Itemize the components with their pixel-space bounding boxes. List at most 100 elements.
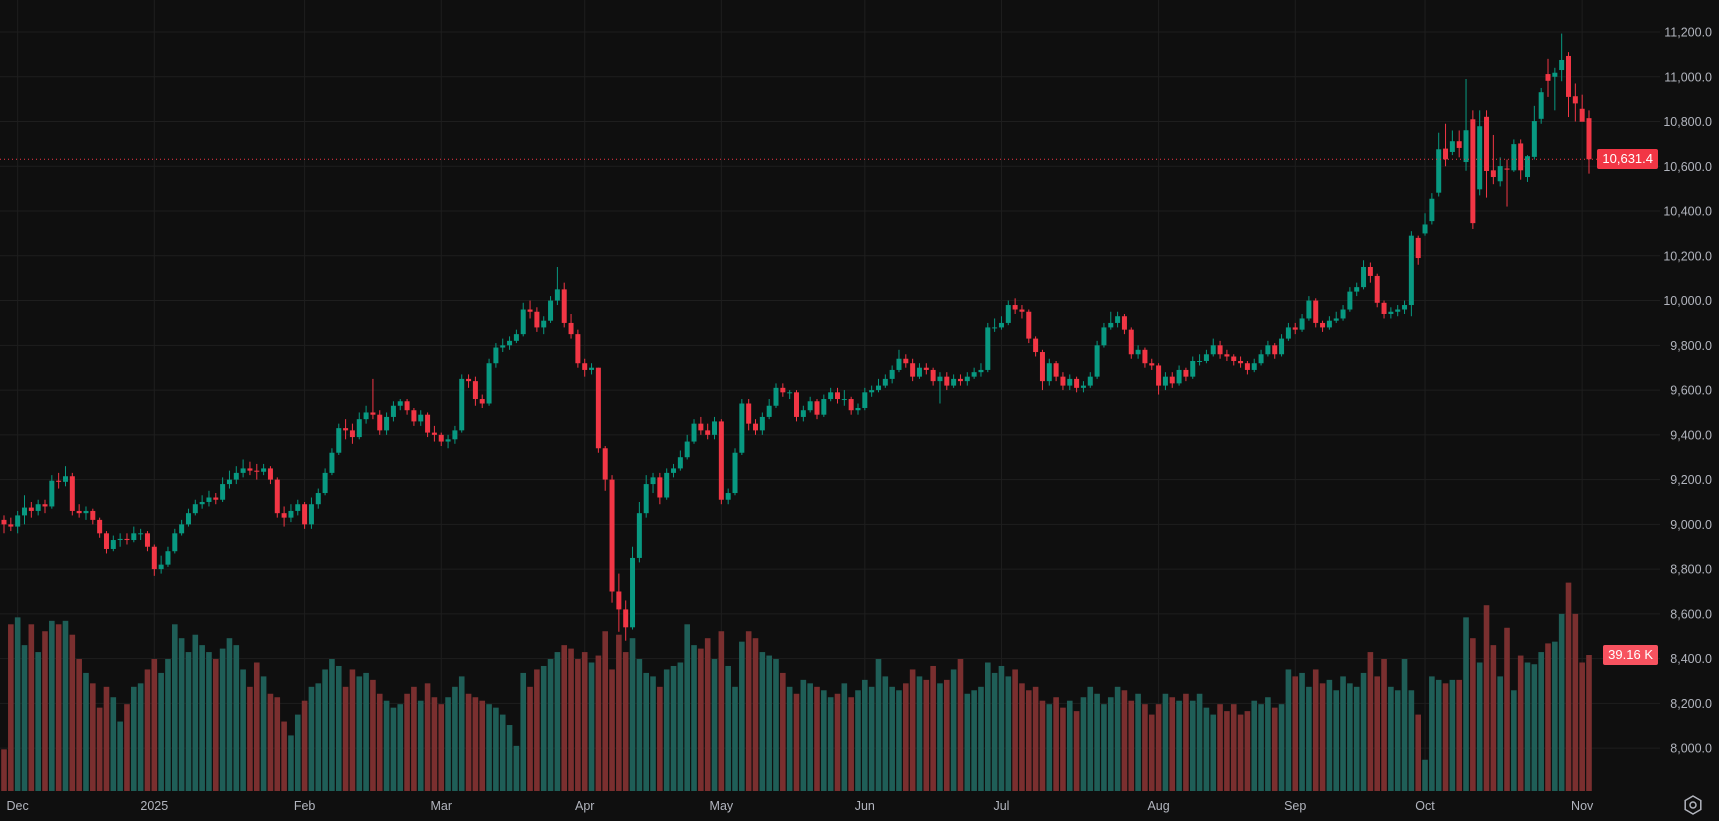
candle-body — [69, 476, 75, 511]
volume-bar — [752, 638, 759, 791]
candle-body — [916, 367, 922, 377]
volume-bar — [622, 652, 629, 791]
candle-body — [397, 401, 403, 406]
volume-bar — [1135, 693, 1141, 791]
volume-bar — [506, 725, 513, 791]
volume-bar — [1025, 690, 1032, 791]
volume-bar — [1155, 704, 1162, 791]
candle-body — [848, 399, 854, 411]
candle-body — [302, 504, 308, 525]
candle-body — [1525, 156, 1531, 178]
candle-body — [971, 372, 977, 377]
volume-bar — [458, 676, 465, 791]
volume-bar — [493, 707, 499, 791]
volume-bar — [1196, 693, 1203, 791]
volume-bar — [677, 662, 684, 791]
volume-bar — [1148, 714, 1155, 791]
volume-bar — [1237, 714, 1244, 791]
candles — [1, 33, 1592, 641]
volume-bar — [226, 638, 233, 791]
candle-body — [1415, 237, 1421, 259]
candle-body — [35, 504, 41, 511]
volume-bar — [1367, 652, 1374, 791]
volume-bar — [206, 652, 212, 791]
candle-body — [28, 507, 34, 511]
volume-bar — [1019, 683, 1025, 791]
candle-body — [561, 289, 567, 323]
candle-body — [889, 369, 895, 379]
volume-bar — [253, 662, 260, 791]
candle-body — [21, 507, 27, 516]
volume-bar — [62, 620, 69, 791]
volume-bar — [718, 631, 725, 791]
price-tick-label: 9,600.0 — [1670, 384, 1712, 398]
volume-bar — [486, 704, 492, 791]
volume-bar — [1517, 655, 1524, 791]
candle-body — [1067, 378, 1073, 386]
volume-bar — [1531, 664, 1538, 791]
time-axis[interactable]: Dec 2025 Feb Mar Apr May Jun Jul Aug Sep Oct Nov — [7, 799, 1594, 813]
candle-body — [165, 551, 171, 565]
candle-body — [910, 363, 916, 377]
volume-bar — [137, 683, 144, 791]
candle-body — [1347, 291, 1353, 310]
candle-body — [513, 334, 519, 341]
volume-bar — [1121, 690, 1128, 791]
volume-bar — [1265, 697, 1271, 791]
candle-body — [753, 423, 759, 431]
candle-body — [944, 376, 950, 386]
candle-body — [1265, 345, 1271, 355]
volume-bar — [540, 665, 547, 791]
candle-body — [131, 533, 137, 541]
candle-body — [712, 421, 718, 435]
volume-bar — [1565, 582, 1572, 791]
volume-bar — [1306, 686, 1312, 791]
candle-body — [466, 378, 472, 382]
volume-bar — [1244, 711, 1251, 791]
candle-body — [800, 410, 806, 417]
volume-bar — [629, 638, 636, 791]
candle-body — [664, 472, 670, 498]
candle-body — [1217, 345, 1223, 355]
candle-body — [315, 493, 321, 505]
volume-bar — [417, 700, 424, 791]
volume-bar — [1169, 697, 1176, 791]
candle-body — [1559, 59, 1565, 71]
candle-body — [1183, 369, 1189, 377]
candle-body — [1142, 349, 1148, 364]
volume-bar — [499, 714, 506, 791]
candle-body — [356, 419, 362, 438]
candle-body — [220, 484, 226, 500]
volume-bar — [595, 655, 602, 791]
candle-body — [855, 407, 861, 411]
candle-body — [602, 448, 608, 480]
volume-bar — [691, 645, 697, 791]
volume-bar — [1333, 690, 1340, 791]
candle-body — [787, 392, 793, 394]
candle-body — [97, 519, 103, 534]
volume-bar — [315, 683, 322, 791]
candle-body — [1203, 354, 1209, 361]
volume-bar — [513, 745, 520, 791]
settings-gear-icon[interactable] — [1682, 794, 1704, 816]
candle-body — [56, 480, 62, 482]
candle-body — [1504, 168, 1510, 170]
volume-bar — [397, 704, 404, 791]
candle-body — [814, 401, 820, 415]
candle-body — [49, 480, 55, 507]
candle-body — [575, 334, 581, 364]
volume-bar — [55, 624, 62, 791]
candle-body — [875, 385, 881, 391]
candle-body — [643, 484, 649, 514]
volume-bar — [616, 634, 622, 791]
volume-bar — [1586, 654, 1592, 791]
volume-bar — [1107, 697, 1114, 791]
candle-body — [438, 434, 444, 442]
candle-body — [1545, 74, 1551, 81]
candle-body — [1012, 305, 1018, 310]
price-axis[interactable]: 11,200.0 11,000.0 10,800.0 10,600.0 10,400.0… — [1663, 26, 1712, 756]
price-tick-label: 10,000.0 — [1663, 294, 1712, 308]
candle-body — [1094, 345, 1100, 377]
candle-body — [431, 432, 437, 435]
